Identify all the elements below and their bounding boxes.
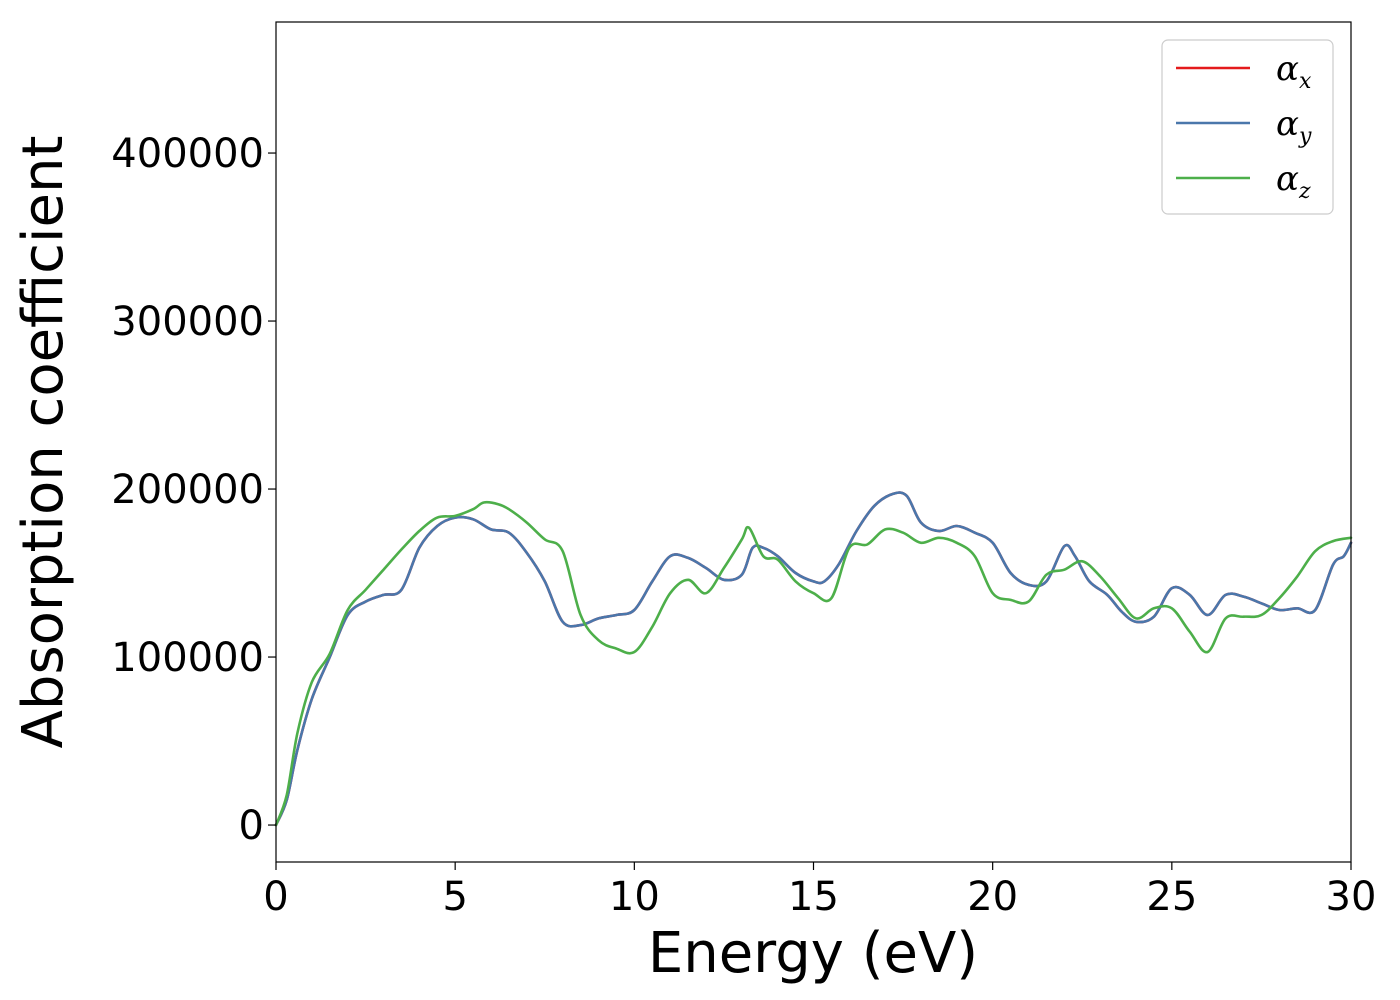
y-tick-label: 400000 (111, 131, 264, 177)
legend-label-z: αz (1276, 159, 1311, 204)
series-layer (274, 491, 1353, 827)
x-tick-label: 30 (1326, 874, 1377, 920)
x-tick-label: 0 (263, 874, 288, 920)
legend-box (1161, 39, 1334, 215)
y-axis-label: Absorption coefficient (11, 136, 76, 749)
x-tick-label: 15 (788, 874, 839, 920)
y-tick-label: 300000 (111, 299, 264, 345)
plot-frame (275, 21, 1352, 863)
legend: αx αy αz (1161, 39, 1334, 215)
x-tick-label: 10 (609, 874, 660, 920)
legend-label-x: αx (1276, 49, 1312, 94)
x-tick-label: 25 (1146, 874, 1197, 920)
y-tick-label: 100000 (111, 635, 264, 681)
x-axis-label: Energy (eV) (648, 921, 978, 986)
ticks-layer: 0 5 10 15 20 25 30 0 100000 200000 300000 400000 (111, 131, 1376, 920)
x-tick-label: 5 (442, 874, 467, 920)
series-line-z (274, 500, 1353, 827)
legend-label-y: αy (1276, 104, 1312, 149)
y-tick-label: 0 (239, 803, 264, 849)
x-tick-label: 20 (967, 874, 1018, 920)
y-tick-label: 200000 (111, 467, 264, 513)
series-line-y (274, 491, 1353, 827)
